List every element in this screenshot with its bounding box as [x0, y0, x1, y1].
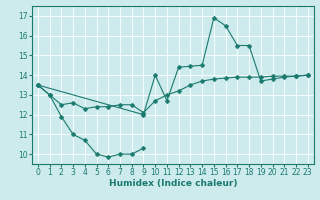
X-axis label: Humidex (Indice chaleur): Humidex (Indice chaleur) [108, 179, 237, 188]
